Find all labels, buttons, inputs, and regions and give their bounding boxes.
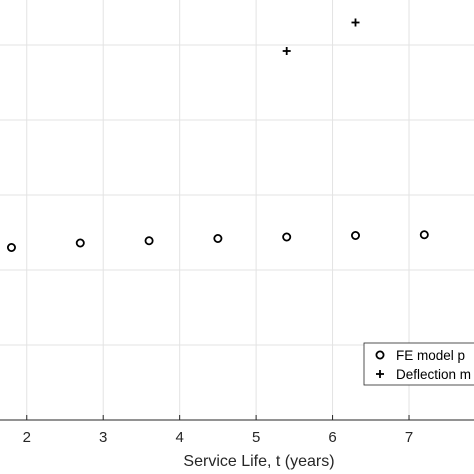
x-axis-label: Service Life, t (years) (183, 453, 334, 470)
legend: FE model p Deflection m (363, 342, 474, 386)
x-tick-label: 7 (405, 429, 413, 446)
deflection-point (282, 47, 291, 55)
x-tick-label: 2 (23, 429, 31, 446)
fe-model-point (419, 230, 429, 240)
x-tick-label: 5 (252, 429, 260, 446)
fe-model-point (75, 238, 85, 248)
legend-label-deflection: Deflection m (396, 367, 471, 382)
x-tick-label: 6 (328, 429, 336, 446)
deflection-point (351, 18, 360, 27)
legend-circle-marker (375, 350, 385, 360)
fe-model-point (350, 230, 360, 240)
x-tick-label: 3 (99, 429, 107, 446)
fe-model-point (213, 233, 223, 243)
fe-model-point (6, 242, 16, 252)
legend-box (363, 342, 474, 386)
grid-lines (0, 0, 474, 420)
fe-model-point (282, 232, 292, 242)
legend-label-fe-model: FE model p (396, 348, 465, 363)
data-marks (6, 18, 429, 252)
x-tick-labels: 2 3 4 5 6 7 (23, 415, 413, 446)
legend-plus-marker (376, 370, 384, 378)
x-tick-label: 4 (175, 429, 183, 446)
fe-model-point (144, 236, 154, 246)
